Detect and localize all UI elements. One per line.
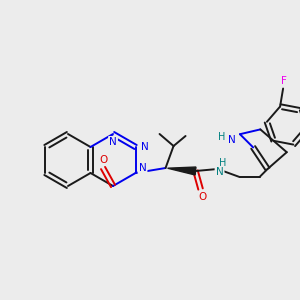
Text: H: H	[218, 132, 226, 142]
Text: N: N	[216, 167, 224, 177]
Text: N: N	[139, 163, 146, 173]
Text: H: H	[219, 158, 226, 168]
Text: N: N	[141, 142, 148, 152]
Text: O: O	[99, 155, 107, 165]
Text: N: N	[109, 137, 117, 147]
Text: F: F	[281, 76, 287, 85]
Text: O: O	[198, 192, 207, 202]
Polygon shape	[167, 167, 196, 175]
Text: N: N	[228, 135, 236, 145]
